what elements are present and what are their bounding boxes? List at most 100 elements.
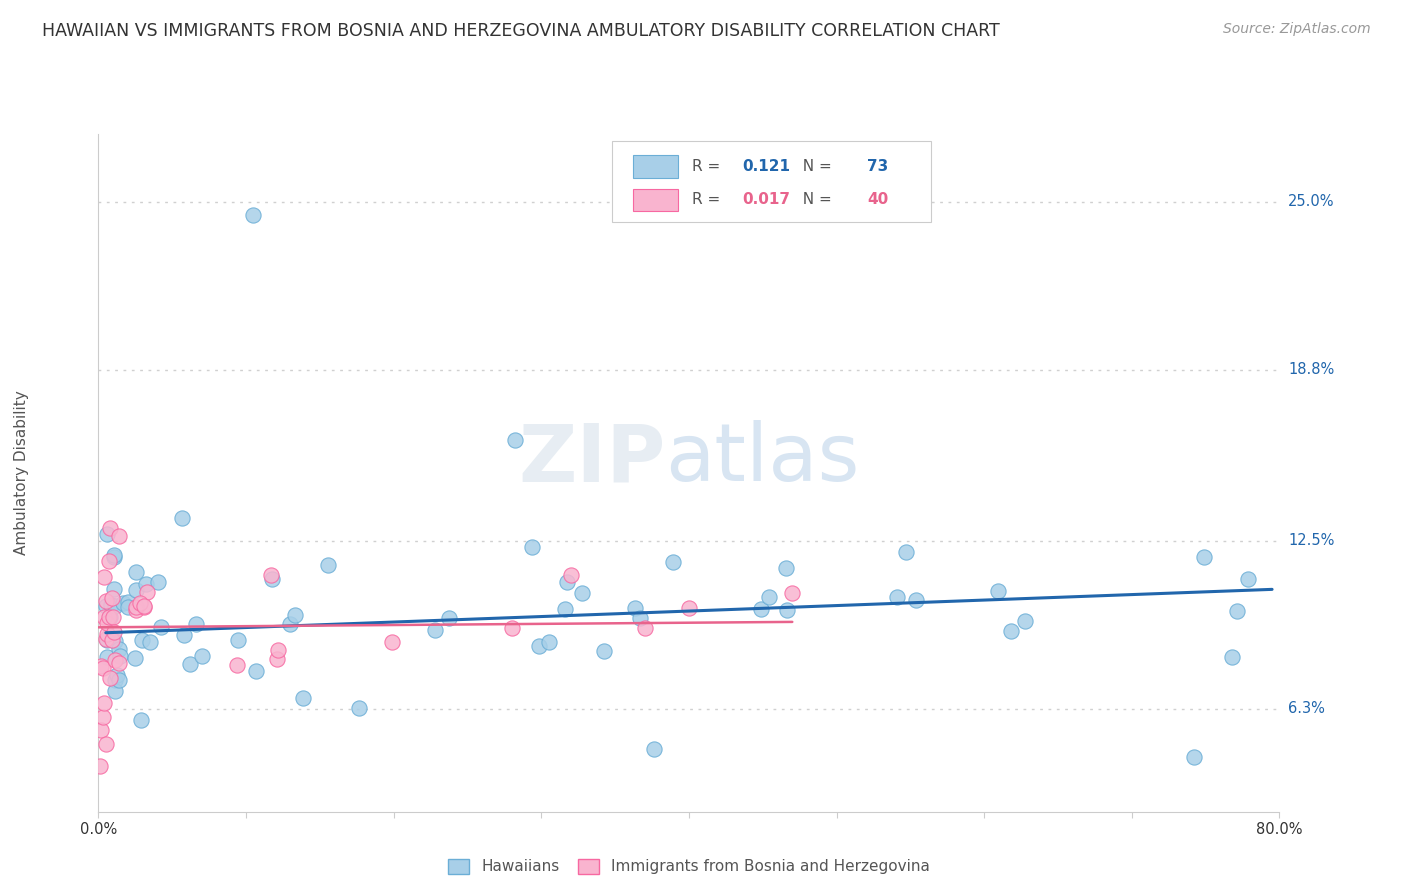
Point <box>97 554 120 568</box>
FancyBboxPatch shape <box>634 189 678 211</box>
Point <box>98 610 121 624</box>
Point <box>131 632 153 647</box>
Point <box>905 592 928 607</box>
Point <box>520 541 543 555</box>
Point <box>104 683 127 698</box>
Point <box>150 620 173 634</box>
Text: 18.8%: 18.8% <box>1288 362 1334 377</box>
Point <box>93 696 115 710</box>
Point <box>91 661 114 675</box>
Text: 73: 73 <box>868 159 889 174</box>
Point <box>172 511 194 525</box>
Point <box>292 690 315 705</box>
Point <box>117 600 139 615</box>
Text: 0.017: 0.017 <box>742 192 790 207</box>
Point <box>349 700 371 714</box>
Text: HAWAIIAN VS IMMIGRANTS FROM BOSNIA AND HERZEGOVINA AMBULATORY DISABILITY CORRELA: HAWAIIAN VS IMMIGRANTS FROM BOSNIA AND H… <box>42 22 1000 40</box>
Point <box>592 644 614 658</box>
Point <box>90 723 112 738</box>
Point <box>96 649 118 664</box>
Point <box>103 610 125 624</box>
Point <box>554 601 576 615</box>
Point <box>134 600 156 615</box>
Point <box>107 529 129 543</box>
Point <box>560 568 582 582</box>
Point <box>100 591 122 606</box>
Point <box>138 635 160 649</box>
Point <box>662 555 685 569</box>
Text: 12.5%: 12.5% <box>1288 533 1334 548</box>
Point <box>643 742 665 756</box>
Point <box>318 558 340 572</box>
Point <box>103 624 125 639</box>
Point <box>94 737 117 751</box>
Text: 0.121: 0.121 <box>742 159 790 174</box>
Point <box>242 208 264 222</box>
Point <box>93 570 115 584</box>
Point <box>628 611 651 625</box>
Point <box>749 602 772 616</box>
Point <box>1014 614 1036 628</box>
Legend: Hawaiians, Immigrants from Bosnia and Herzegovina: Hawaiians, Immigrants from Bosnia and He… <box>440 851 938 882</box>
Point <box>136 585 159 599</box>
Point <box>104 653 127 667</box>
Point <box>284 607 307 622</box>
Point <box>124 565 146 579</box>
Point <box>278 617 301 632</box>
Point <box>501 621 523 635</box>
Point <box>1237 572 1260 586</box>
Point <box>103 548 125 562</box>
Point <box>758 590 780 604</box>
Text: 6.3%: 6.3% <box>1288 701 1326 716</box>
Text: Ambulatory Disability: Ambulatory Disability <box>14 391 30 555</box>
Point <box>129 713 152 727</box>
Point <box>173 628 195 642</box>
Point <box>146 574 169 589</box>
Point <box>886 591 908 605</box>
Point <box>555 574 578 589</box>
Point <box>775 561 797 575</box>
Text: ZIP: ZIP <box>517 420 665 499</box>
Point <box>894 545 917 559</box>
Point <box>129 596 152 610</box>
Point <box>1220 649 1243 664</box>
Point <box>107 656 129 670</box>
Point <box>96 632 118 647</box>
Text: Source: ZipAtlas.com: Source: ZipAtlas.com <box>1223 22 1371 37</box>
FancyBboxPatch shape <box>634 155 678 178</box>
Point <box>117 595 139 609</box>
Point <box>987 583 1010 598</box>
Point <box>135 577 157 591</box>
Point <box>98 521 121 535</box>
Point <box>125 603 148 617</box>
Point <box>529 639 551 653</box>
Point <box>97 629 120 643</box>
Point <box>103 582 125 596</box>
Point <box>226 632 249 647</box>
Point <box>1000 624 1022 638</box>
Point <box>107 641 129 656</box>
Point <box>260 568 283 582</box>
Point <box>100 598 122 612</box>
Point <box>571 585 593 599</box>
Point <box>262 572 284 586</box>
Text: atlas: atlas <box>665 420 859 499</box>
Point <box>97 610 120 624</box>
Point <box>98 671 121 685</box>
Point <box>104 633 127 648</box>
Point <box>91 710 114 724</box>
Point <box>100 633 122 648</box>
Point <box>90 659 112 673</box>
Point <box>104 599 127 614</box>
Point <box>94 594 117 608</box>
Point <box>266 651 288 665</box>
Point <box>108 649 131 664</box>
Point <box>623 601 645 615</box>
Point <box>104 673 127 687</box>
Text: N =: N = <box>793 159 837 174</box>
Point <box>93 609 115 624</box>
Point <box>633 621 655 635</box>
Point <box>225 658 247 673</box>
Point <box>267 642 290 657</box>
Point <box>1192 549 1215 564</box>
